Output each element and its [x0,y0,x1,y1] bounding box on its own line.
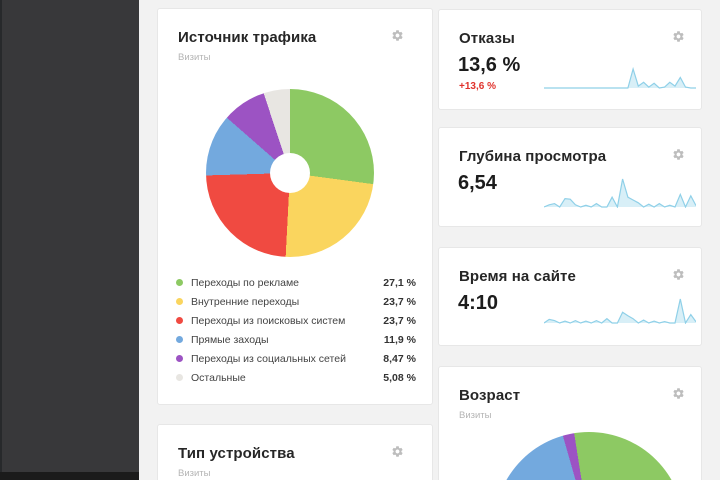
gear-icon[interactable] [672,30,685,43]
sidebar-edge [0,0,2,480]
legend-dot [176,355,183,362]
legend-value: 8,47 % [383,352,416,365]
widget-title: Время на сайте [459,268,576,285]
metric-value: 13,6 % [458,54,521,76]
widget-title: Отказы [459,30,515,47]
legend-label: Прямые заходы [191,333,269,346]
legend-dot [176,298,183,305]
widget-depth: Глубина просмотра 6,54 [438,127,702,227]
sparkline-chart [544,66,696,89]
gear-icon[interactable] [672,148,685,161]
sparkline-chart [544,298,696,324]
legend-label: Остальные [191,371,246,384]
sidebar [0,0,139,480]
legend-dot [176,279,183,286]
gear-icon[interactable] [672,268,685,281]
gear-icon[interactable] [672,387,685,400]
widget-traffic-source: Источник трафика Визиты Переходы по рекл… [157,8,433,405]
widget-age: Возраст Визиты [438,366,702,480]
legend-item: Прямые заходы 11,9 % [176,330,416,349]
widget-title: Тип устройства [178,445,295,462]
widget-subtitle: Визиты [178,52,211,63]
pie-chart [494,432,684,480]
legend-label: Переходы по рекламе [191,276,300,289]
metric-value: 4:10 [458,292,499,314]
legend-value: 23,7 % [383,295,416,308]
widget-subtitle: Визиты [178,468,211,479]
legend: Переходы по рекламе 27,1 % Внутренние пе… [176,273,416,387]
sidebar-bottom-strip [0,472,139,480]
legend-dot [176,374,183,381]
legend-label: Переходы из социальных сетей [191,352,346,365]
gear-icon[interactable] [391,445,404,458]
widget-title: Источник трафика [178,29,317,46]
widget-bounces: Отказы 13,6 % +13,6 % [438,9,702,110]
legend-dot [176,336,183,343]
legend-value: 11,9 % [383,333,416,346]
legend-value: 27,1 % [383,276,416,289]
legend-item: Внутренние переходы 23,7 % [176,292,416,311]
widget-device-type: Тип устройства Визиты [157,424,433,480]
widget-time-on-site: Время на сайте 4:10 [438,247,702,346]
legend-item: Переходы по рекламе 27,1 % [176,273,416,292]
legend-label: Внутренние переходы [191,295,300,308]
legend-dot [176,317,183,324]
legend-item: Остальные 5,08 % [176,368,416,387]
legend-value: 23,7 % [383,314,416,327]
gear-icon[interactable] [391,29,404,42]
widget-subtitle: Визиты [459,410,492,421]
donut-hole [270,153,310,193]
legend-item: Переходы из социальных сетей 8,47 % [176,349,416,368]
legend-value: 5,08 % [383,371,416,384]
widget-title: Возраст [459,387,521,404]
donut-chart [206,89,374,257]
sparkline-chart [544,178,696,208]
metric-value: 6,54 [458,172,497,194]
metric-delta: +13,6 % [459,81,496,92]
legend-label: Переходы из поисковых систем [191,314,346,327]
legend-item: Переходы из поисковых систем 23,7 % [176,311,416,330]
widget-title: Глубина просмотра [459,148,607,165]
